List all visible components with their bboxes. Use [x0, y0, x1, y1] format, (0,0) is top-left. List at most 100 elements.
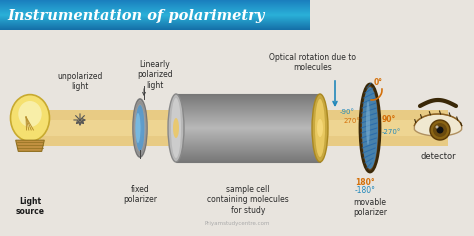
Ellipse shape [138, 119, 142, 137]
Bar [176, 153, 320, 154]
Bar [176, 135, 320, 136]
Bar [176, 119, 320, 120]
Bar [0, 2, 310, 3]
Bar [176, 101, 320, 102]
Text: detector: detector [420, 152, 456, 161]
Bar [176, 141, 320, 142]
Ellipse shape [136, 105, 145, 151]
Polygon shape [414, 114, 462, 136]
Bar [0, 26, 310, 27]
Bar [176, 122, 320, 123]
Ellipse shape [360, 84, 380, 172]
Text: -270°: -270° [382, 129, 401, 135]
Ellipse shape [168, 94, 184, 162]
Ellipse shape [171, 98, 181, 158]
Bar [176, 142, 320, 143]
Bar [176, 149, 320, 150]
Ellipse shape [315, 99, 325, 157]
Bar [176, 151, 320, 152]
Ellipse shape [436, 126, 438, 128]
Bar [0, 29, 310, 30]
Bar [176, 148, 320, 149]
Text: -90°: -90° [340, 109, 355, 115]
Bar [176, 128, 320, 129]
Bar [176, 94, 320, 95]
Ellipse shape [135, 108, 145, 148]
Bar [0, 22, 310, 23]
Bar [0, 13, 310, 14]
Ellipse shape [134, 104, 146, 152]
Bar [176, 116, 320, 117]
Ellipse shape [136, 113, 140, 143]
Bar [176, 109, 320, 110]
Ellipse shape [317, 119, 323, 137]
Bar [0, 23, 310, 24]
Bar [176, 94, 320, 162]
Bar [176, 100, 320, 101]
Text: 0°: 0° [374, 78, 383, 87]
Text: Linearly
polarized
light: Linearly polarized light [137, 60, 173, 90]
Bar [176, 106, 320, 107]
Bar [176, 138, 320, 139]
Text: unpolarized
light: unpolarized light [57, 72, 103, 91]
Bar [176, 112, 320, 113]
Ellipse shape [433, 123, 447, 137]
Ellipse shape [173, 118, 179, 138]
Bar [0, 16, 310, 17]
Bar [176, 155, 320, 156]
Bar [0, 19, 310, 20]
Bar [176, 127, 320, 128]
Bar [176, 131, 320, 132]
Bar [176, 156, 320, 157]
Bar [0, 20, 310, 21]
Bar [0, 7, 310, 8]
Text: 270°: 270° [344, 118, 361, 124]
Bar [0, 17, 310, 18]
Bar [0, 15, 310, 16]
Bar [176, 143, 320, 144]
Bar [176, 110, 320, 111]
Bar [176, 111, 320, 112]
Bar [0, 18, 310, 19]
Text: Instrumentation of polarimetry: Instrumentation of polarimetry [7, 9, 264, 23]
Text: Light
source: Light source [16, 197, 45, 216]
Ellipse shape [18, 101, 42, 127]
Bar [0, 24, 310, 25]
Bar [176, 137, 320, 138]
Bar [176, 98, 320, 99]
Bar [176, 105, 320, 106]
Text: fixed
polarizer: fixed polarizer [123, 185, 157, 204]
Bar [176, 140, 320, 141]
Bar [176, 136, 320, 137]
Bar [176, 117, 320, 118]
Text: 180°: 180° [355, 178, 375, 187]
Polygon shape [40, 110, 448, 146]
Bar [176, 114, 320, 115]
Bar [176, 130, 320, 131]
Bar [176, 146, 320, 147]
Bar [176, 97, 320, 98]
Bar [176, 102, 320, 103]
Bar [176, 104, 320, 105]
Bar [0, 9, 310, 10]
Bar [0, 10, 310, 11]
Ellipse shape [362, 87, 378, 169]
Bar [176, 133, 320, 134]
Bar [176, 103, 320, 104]
Bar [176, 160, 320, 161]
Text: movable
polarizer: movable polarizer [353, 198, 387, 217]
Bar [176, 129, 320, 130]
Bar [176, 113, 320, 114]
Bar [176, 115, 320, 116]
Ellipse shape [139, 123, 141, 133]
Bar [0, 27, 310, 28]
Ellipse shape [136, 112, 144, 144]
Polygon shape [16, 140, 44, 152]
Bar [176, 154, 320, 155]
Bar [0, 3, 310, 4]
Bar [0, 6, 310, 7]
Ellipse shape [137, 115, 143, 141]
Bar [176, 124, 320, 125]
Text: sample cell
containing molecules
for study: sample cell containing molecules for stu… [207, 185, 289, 215]
Bar [176, 96, 320, 97]
